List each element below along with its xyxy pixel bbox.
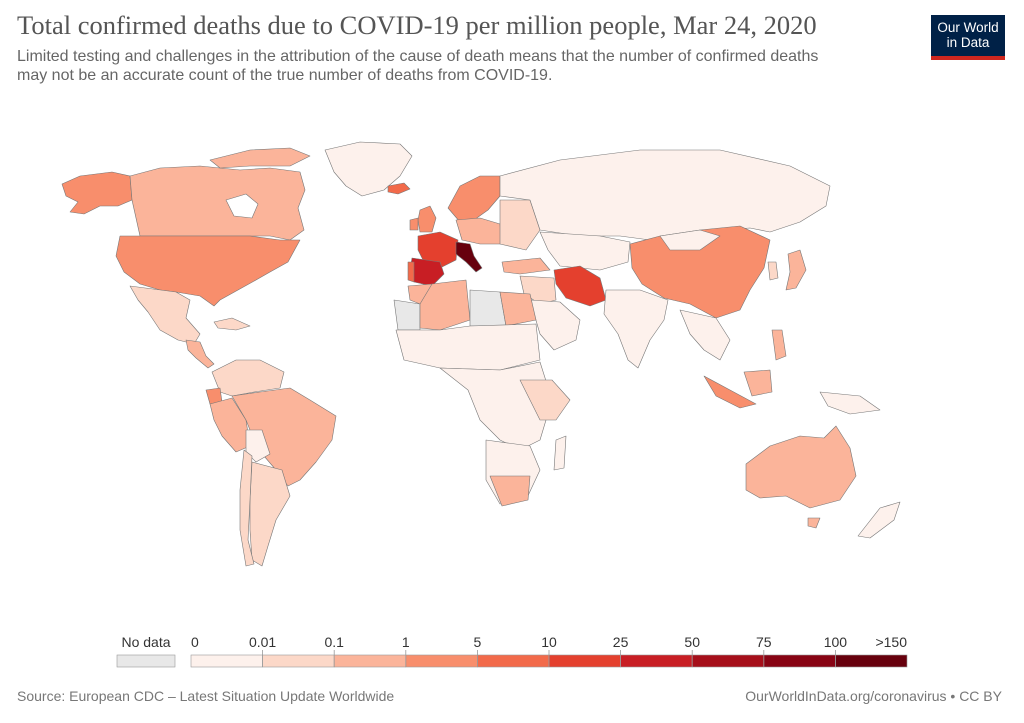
chart-title: Total confirmed deaths due to COVID-19 p… bbox=[17, 10, 817, 40]
region-south-africa[interactable] bbox=[489, 475, 531, 507]
legend-swatch-9 bbox=[835, 654, 908, 668]
region-philippines[interactable] bbox=[771, 329, 787, 361]
region-eastern-europe[interactable] bbox=[499, 199, 541, 251]
region-caribbean[interactable] bbox=[213, 317, 251, 331]
legend-tick-label-1: 0.01 bbox=[249, 634, 276, 650]
region-korea[interactable] bbox=[767, 261, 779, 281]
legend-tick-label-0: 0 bbox=[191, 634, 199, 650]
legend-swatch-5 bbox=[548, 654, 621, 668]
legend-swatch-6 bbox=[620, 654, 693, 668]
region-iceland[interactable] bbox=[387, 182, 411, 195]
region-central-asia[interactable] bbox=[539, 231, 631, 271]
legend-no-data-label: No data bbox=[121, 634, 170, 650]
legend-tick-label-6: 25 bbox=[613, 634, 629, 650]
region-russia[interactable] bbox=[499, 149, 831, 241]
region-mongolia[interactable] bbox=[659, 229, 721, 251]
region-china[interactable] bbox=[629, 225, 771, 319]
region-borneo[interactable] bbox=[743, 369, 773, 397]
region-arctic-islands[interactable] bbox=[209, 147, 311, 169]
logo-line-1: Our World bbox=[937, 20, 999, 35]
region-france[interactable] bbox=[417, 231, 459, 269]
legend-swatch-4 bbox=[477, 654, 550, 668]
region-east-africa[interactable] bbox=[519, 379, 571, 421]
legend-no-data-swatch bbox=[116, 654, 176, 668]
chart-subtitle: Limited testing and challenges in the at… bbox=[17, 47, 907, 85]
region-bolivia[interactable] bbox=[245, 429, 271, 463]
region-alaska[interactable] bbox=[61, 171, 133, 215]
legend-tick-label-5: 10 bbox=[541, 634, 557, 650]
region-turkey[interactable] bbox=[501, 257, 551, 275]
subtitle-line-1: Limited testing and challenges in the at… bbox=[17, 48, 819, 65]
legend-swatch-3 bbox=[405, 654, 478, 668]
legend-swatch-2 bbox=[333, 654, 407, 668]
logo-accent-bar bbox=[931, 56, 1005, 60]
region-ireland[interactable] bbox=[409, 217, 419, 231]
region-indonesia[interactable] bbox=[703, 375, 757, 409]
region-tasmania[interactable] bbox=[807, 517, 821, 529]
region-portugal[interactable] bbox=[407, 261, 415, 283]
footer-credit[interactable]: OurWorldInData.org/coronavirus • CC BY bbox=[745, 688, 1002, 704]
world-map[interactable] bbox=[0, 0, 1024, 620]
region-united-states[interactable] bbox=[115, 235, 301, 307]
legend-swatch-7 bbox=[691, 654, 765, 668]
region-iran[interactable] bbox=[553, 265, 607, 307]
region-northern-south-america[interactable] bbox=[211, 359, 285, 397]
region-greenland[interactable] bbox=[324, 141, 413, 197]
legend-tick-label-2: 0.1 bbox=[324, 634, 344, 650]
legend-tick-label-9: 100 bbox=[824, 634, 848, 650]
region-australia[interactable] bbox=[745, 425, 857, 509]
region-central-america[interactable] bbox=[185, 339, 215, 369]
legend-swatch-0 bbox=[190, 654, 263, 668]
region-madagascar[interactable] bbox=[553, 435, 567, 471]
logo-line-2: in Data bbox=[946, 35, 990, 50]
legend-tick-label-8: 75 bbox=[756, 634, 772, 650]
footer-source[interactable]: Source: European CDC – Latest Situation … bbox=[17, 688, 395, 704]
legend-swatch-1 bbox=[262, 654, 335, 668]
region-japan[interactable] bbox=[785, 249, 807, 291]
region-papua[interactable] bbox=[819, 391, 881, 415]
region-argentina[interactable] bbox=[249, 461, 291, 567]
legend-tick-label-4: 5 bbox=[474, 634, 482, 650]
region-sahel[interactable] bbox=[395, 323, 541, 371]
region-arabia[interactable] bbox=[529, 299, 581, 351]
region-egypt[interactable] bbox=[499, 291, 537, 327]
region-chile[interactable] bbox=[239, 449, 255, 567]
subtitle-line-2: may not be an accurate count of the true… bbox=[17, 67, 553, 84]
region-peru[interactable] bbox=[209, 397, 251, 453]
region-new-zealand[interactable] bbox=[857, 501, 901, 539]
region-southeast-asia[interactable] bbox=[679, 309, 731, 361]
hudson-bay bbox=[225, 193, 259, 219]
owid-logo[interactable]: Our World in Data bbox=[931, 15, 1005, 60]
legend-swatch-8 bbox=[763, 654, 836, 668]
legend-tick-label-7: 50 bbox=[684, 634, 700, 650]
region-italy[interactable] bbox=[455, 241, 483, 273]
legend-tick-label-3: 1 bbox=[402, 634, 410, 650]
legend-tick-label-10: >150 bbox=[875, 634, 907, 650]
region-india[interactable] bbox=[603, 289, 669, 369]
